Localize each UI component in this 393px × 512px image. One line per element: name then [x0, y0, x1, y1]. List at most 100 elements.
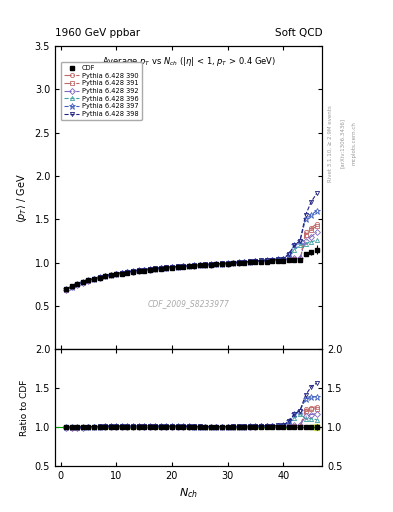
Pythia 6.428 392 — [125, 269, 130, 275]
Y-axis label: $\langle p_T \rangle$ / GeV: $\langle p_T \rangle$ / GeV — [15, 173, 29, 223]
Pythia 6.428 391 — [192, 263, 196, 269]
Pythia 6.428 397 — [203, 262, 208, 268]
Pythia 6.428 391 — [197, 262, 202, 268]
Pythia 6.428 390 — [203, 262, 208, 268]
Pythia 6.428 390 — [253, 258, 258, 264]
Pythia 6.428 392 — [153, 266, 158, 272]
Pythia 6.428 392 — [103, 273, 108, 280]
Pythia 6.428 392 — [264, 258, 269, 264]
Pythia 6.428 392 — [119, 270, 124, 276]
Pythia 6.428 397 — [225, 260, 230, 266]
Pythia 6.428 397 — [181, 263, 185, 269]
Y-axis label: Ratio to CDF: Ratio to CDF — [20, 379, 29, 436]
Pythia 6.428 391 — [209, 262, 213, 268]
Pythia 6.428 390 — [197, 262, 202, 268]
Pythia 6.428 398 — [231, 260, 235, 266]
Pythia 6.428 392 — [97, 274, 102, 281]
Pythia 6.428 391 — [86, 278, 91, 284]
Pythia 6.428 397 — [170, 264, 174, 270]
Text: CDF_2009_S8233977: CDF_2009_S8233977 — [148, 300, 230, 308]
Pythia 6.428 396 — [286, 251, 291, 257]
Pythia 6.428 390 — [136, 268, 141, 274]
Pythia 6.428 396 — [136, 267, 141, 273]
Pythia 6.428 398 — [264, 257, 269, 263]
Pythia 6.428 396 — [292, 247, 297, 253]
Pythia 6.428 396 — [170, 264, 174, 270]
Pythia 6.428 390 — [292, 256, 297, 262]
Pythia 6.428 391 — [164, 265, 169, 271]
Pythia 6.428 390 — [103, 273, 108, 279]
Pythia 6.428 390 — [303, 229, 308, 236]
Pythia 6.428 396 — [225, 260, 230, 266]
Pythia 6.428 398 — [103, 273, 108, 279]
Pythia 6.428 392 — [298, 255, 302, 261]
Text: 1960 GeV ppbar: 1960 GeV ppbar — [55, 29, 140, 38]
Pythia 6.428 398 — [142, 267, 147, 273]
Line: Pythia 6.428 396: Pythia 6.428 396 — [64, 238, 319, 291]
Pythia 6.428 396 — [197, 262, 202, 268]
Pythia 6.428 398 — [64, 286, 68, 292]
Pythia 6.428 397 — [136, 267, 141, 273]
Pythia 6.428 390 — [281, 256, 286, 262]
Pythia 6.428 396 — [298, 242, 302, 248]
Pythia 6.428 390 — [298, 257, 302, 263]
Pythia 6.428 398 — [125, 269, 130, 275]
Pythia 6.428 397 — [114, 271, 119, 277]
Pythia 6.428 391 — [203, 262, 208, 268]
Pythia 6.428 397 — [275, 257, 280, 263]
Pythia 6.428 391 — [314, 223, 319, 229]
Pythia 6.428 391 — [253, 258, 258, 264]
X-axis label: $N_{ch}$: $N_{ch}$ — [179, 486, 198, 500]
Pythia 6.428 398 — [298, 238, 302, 244]
Pythia 6.428 391 — [142, 267, 147, 273]
Pythia 6.428 396 — [275, 256, 280, 262]
Pythia 6.428 397 — [253, 258, 258, 264]
Pythia 6.428 391 — [108, 272, 113, 278]
Line: Pythia 6.428 392: Pythia 6.428 392 — [64, 230, 319, 292]
Pythia 6.428 392 — [275, 257, 280, 263]
Pythia 6.428 398 — [97, 274, 102, 280]
Pythia 6.428 391 — [170, 264, 174, 270]
Pythia 6.428 391 — [237, 260, 241, 266]
Pythia 6.428 397 — [103, 273, 108, 279]
Pythia 6.428 397 — [197, 262, 202, 268]
Pythia 6.428 390 — [214, 261, 219, 267]
Pythia 6.428 391 — [281, 257, 286, 263]
Pythia 6.428 396 — [153, 265, 158, 271]
Text: Average $p_T$ vs $N_{ch}$ ($|\eta|$ < 1, $p_T$ > 0.4 GeV): Average $p_T$ vs $N_{ch}$ ($|\eta|$ < 1,… — [102, 55, 275, 68]
Pythia 6.428 390 — [231, 260, 235, 266]
Pythia 6.428 392 — [270, 257, 275, 263]
Pythia 6.428 391 — [292, 257, 297, 263]
Pythia 6.428 391 — [270, 257, 275, 263]
Pythia 6.428 396 — [130, 268, 135, 274]
Pythia 6.428 397 — [86, 278, 91, 284]
Pythia 6.428 397 — [281, 256, 286, 262]
Pythia 6.428 398 — [214, 261, 219, 267]
Pythia 6.428 392 — [292, 255, 297, 262]
Pythia 6.428 398 — [281, 255, 286, 262]
Pythia 6.428 398 — [242, 259, 247, 265]
Pythia 6.428 396 — [242, 259, 247, 265]
Pythia 6.428 391 — [181, 263, 185, 269]
Pythia 6.428 391 — [303, 232, 308, 238]
Pythia 6.428 390 — [170, 264, 174, 270]
Pythia 6.428 397 — [153, 266, 158, 272]
Pythia 6.428 391 — [97, 274, 102, 281]
Pythia 6.428 396 — [108, 271, 113, 278]
Pythia 6.428 391 — [147, 266, 152, 272]
Pythia 6.428 396 — [253, 258, 258, 264]
Pythia 6.428 396 — [97, 274, 102, 280]
Pythia 6.428 397 — [142, 267, 147, 273]
Pythia 6.428 398 — [303, 212, 308, 218]
Pythia 6.428 396 — [203, 262, 208, 268]
Pythia 6.428 397 — [242, 259, 247, 265]
Pythia 6.428 391 — [286, 257, 291, 263]
Pythia 6.428 398 — [158, 265, 163, 271]
Pythia 6.428 397 — [81, 279, 85, 285]
Pythia 6.428 396 — [158, 265, 163, 271]
Pythia 6.428 398 — [314, 190, 319, 197]
Pythia 6.428 392 — [303, 238, 308, 244]
Pythia 6.428 396 — [248, 258, 252, 264]
Pythia 6.428 397 — [175, 264, 180, 270]
Line: Pythia 6.428 398: Pythia 6.428 398 — [64, 191, 319, 291]
